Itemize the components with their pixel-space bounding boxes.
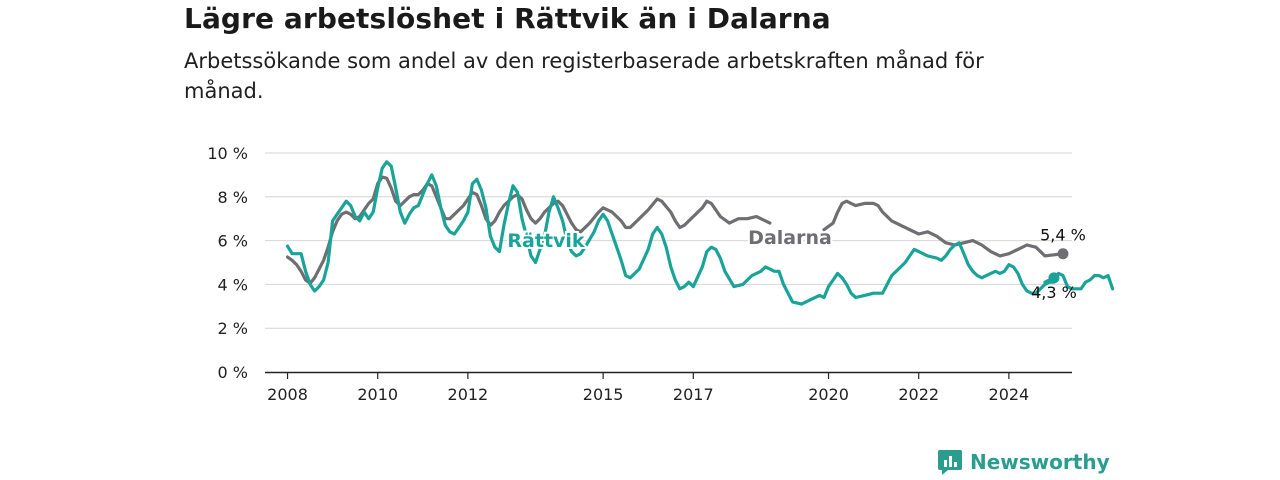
- x-tick-label: 2012: [448, 385, 489, 404]
- series-line-dalarna: [822, 199, 1065, 258]
- y-axis-ticks: 0 % 2 % 4 % 6 % 8 % 10 %: [207, 144, 248, 382]
- y-tick-label: 8 %: [218, 188, 248, 207]
- x-tick-label: 2008: [267, 385, 308, 404]
- y-tick-label: 2 %: [218, 319, 248, 338]
- series-lines: [285, 160, 1115, 306]
- end-value-label-dalarna: 5,4 %: [1040, 226, 1086, 245]
- y-tick-label: 0 %: [218, 363, 248, 382]
- end-point-rattvik: [1048, 272, 1060, 284]
- x-tick-label: 2010: [357, 385, 398, 404]
- chart-title: Lägre arbetslöshet i Rättvik än i Dalarn…: [184, 2, 831, 35]
- x-tick-label: 2022: [898, 385, 939, 404]
- brand-name: Newsworthy: [970, 450, 1110, 474]
- series-label-dalarna: Dalarna: [748, 227, 832, 249]
- y-tick-label: 10 %: [207, 144, 248, 163]
- gridlines: [265, 152, 1072, 329]
- newsworthy-logo-icon: [938, 450, 962, 475]
- x-axis-ticks: 2008 2010 2012 2015 2017 2020 2022 2024: [267, 372, 1029, 404]
- end-point-dalarna: [1057, 248, 1069, 260]
- series-label-rattvik: Rättvik: [507, 230, 585, 252]
- y-tick-label: 4 %: [218, 275, 248, 294]
- end-value-label-rattvik: 4,3 %: [1031, 283, 1077, 302]
- y-tick-label: 6 %: [218, 232, 248, 251]
- x-tick-label: 2015: [583, 385, 624, 404]
- series-labels: Dalarna Rättvik: [505, 225, 833, 254]
- x-tick-label: 2024: [989, 385, 1030, 404]
- chart-subtitle: Arbetssökande som andel av den registerb…: [184, 49, 984, 103]
- brand: Newsworthy: [938, 448, 1110, 476]
- series-line-rattvik: [285, 160, 1115, 306]
- x-tick-label: 2017: [673, 385, 714, 404]
- x-tick-label: 2020: [808, 385, 849, 404]
- series-end-markers: 5,4 % 4,3 %: [1031, 226, 1086, 302]
